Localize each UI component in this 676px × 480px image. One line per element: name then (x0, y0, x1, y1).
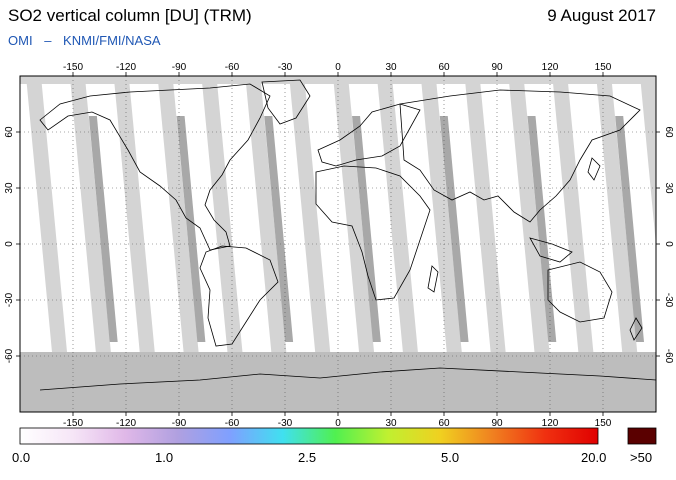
no-data-swath (69, 76, 111, 352)
overlap-swath (88, 116, 118, 342)
lon-label-top: -120 (116, 62, 136, 73)
lon-label-top: -90 (172, 62, 187, 73)
map-title: SO2 vertical column [DU] (TRM) (8, 6, 252, 25)
coast-australia (547, 261, 613, 323)
graticule (20, 76, 656, 412)
lon-label-bottom: -150 (63, 418, 83, 429)
lon-label-bottom: -60 (225, 418, 240, 429)
coast-madagascar (427, 265, 439, 293)
colorbar-label-1: 1.0 (155, 450, 174, 465)
lon-label-top: 0 (335, 62, 341, 73)
no-data-swath (289, 76, 331, 352)
lon-label-top: -150 (63, 62, 83, 73)
colorbar-label-4: 20.0 (581, 450, 607, 465)
lat-label-left: 30 (4, 182, 15, 194)
lon-label-top: 30 (385, 62, 397, 73)
lon-label-top: -30 (278, 62, 293, 73)
lon-label-bottom: -30 (278, 418, 293, 429)
coast-asia (399, 89, 641, 223)
lon-label-bottom: 60 (438, 418, 450, 429)
lon-label-top: 150 (595, 62, 612, 73)
overlap-swath (264, 116, 294, 342)
lat-label-right: 0 (663, 241, 674, 247)
lat-label-right: -60 (663, 349, 674, 364)
coast-new-zealand (629, 317, 643, 341)
coast-africa (315, 165, 431, 301)
colorbar-label-3: 5.0 (441, 450, 460, 465)
overlap-swath (352, 116, 381, 342)
coast-greenland (261, 79, 311, 125)
coast-north-america (39, 83, 271, 251)
coast-southeast-asia-islands (529, 237, 573, 263)
no-data-swath (26, 76, 67, 352)
coast-antarctica (39, 367, 656, 391)
lon-label-bottom: 30 (385, 418, 397, 429)
coast-japan (587, 157, 601, 181)
colorbar-overflow-swatch (627, 427, 657, 445)
no-data-swath (420, 76, 462, 352)
lon-label-top: 90 (491, 62, 503, 73)
colorbar (19, 427, 599, 445)
no-data-swath (596, 76, 638, 352)
lon-label-bottom: 150 (595, 418, 612, 429)
no-data-swath (464, 76, 506, 352)
overlap-swath (527, 116, 557, 342)
lon-label-bottom: -90 (172, 418, 187, 429)
satellite-swaths (20, 76, 656, 352)
lon-label-bottom: 120 (542, 418, 559, 429)
no-data-swath (245, 76, 287, 352)
no-data-swath (333, 76, 375, 352)
credit-separator: – (44, 33, 52, 48)
map-date: 9 August 2017 (547, 6, 656, 25)
no-data-swath (201, 76, 243, 352)
no-data-swath (508, 76, 550, 352)
agency-names: KNMI/FMI/NASA (63, 33, 161, 48)
lat-label-right: -30 (663, 293, 674, 308)
lat-label-left: 60 (4, 126, 15, 138)
lat-label-left: -60 (4, 348, 15, 363)
overlap-swath (615, 116, 645, 342)
lon-label-top: 120 (542, 62, 559, 73)
no-data-swath (640, 76, 656, 246)
colorbar-label-0: 0.0 (12, 450, 31, 465)
southern-no-data-band (20, 352, 656, 412)
no-data-swath (552, 76, 594, 352)
longitude-labels-top: -150 -120 -90 -60 -30 0 30 60 90 120 150 (63, 62, 612, 73)
overlap-swath (176, 116, 206, 342)
colorbar-overflow-label: >50 (630, 450, 653, 465)
lon-label-top: -60 (225, 62, 240, 73)
no-data-swath (376, 76, 418, 352)
latitude-labels-left: 60 30 0 -30 -60 (4, 126, 15, 363)
overlap-swath (439, 116, 469, 342)
longitude-labels-bottom: -150 -120 -90 -60 -30 0 30 60 90 120 150 (63, 418, 612, 429)
lon-label-top: 60 (438, 62, 450, 73)
lon-label-bottom: 90 (491, 418, 503, 429)
lat-label-right: 30 (663, 182, 674, 194)
lon-label-bottom: 0 (335, 418, 341, 429)
no-data-swath (157, 76, 199, 352)
instrument-name: OMI (8, 33, 33, 48)
lat-label-left: 0 (4, 241, 15, 247)
latitude-labels-right: 60 30 0 -30 -60 (663, 126, 674, 363)
data-credit: OMI – KNMI/FMI/NASA (8, 33, 161, 48)
coast-europe (317, 103, 421, 167)
lat-label-right: 60 (663, 126, 674, 138)
lon-label-bottom: -120 (116, 418, 136, 429)
no-data-swath (113, 76, 155, 352)
lat-label-left: -30 (4, 292, 15, 307)
frame-ticks (16, 72, 660, 416)
colorbar-label-2: 2.5 (298, 450, 317, 465)
map-area (20, 76, 656, 412)
